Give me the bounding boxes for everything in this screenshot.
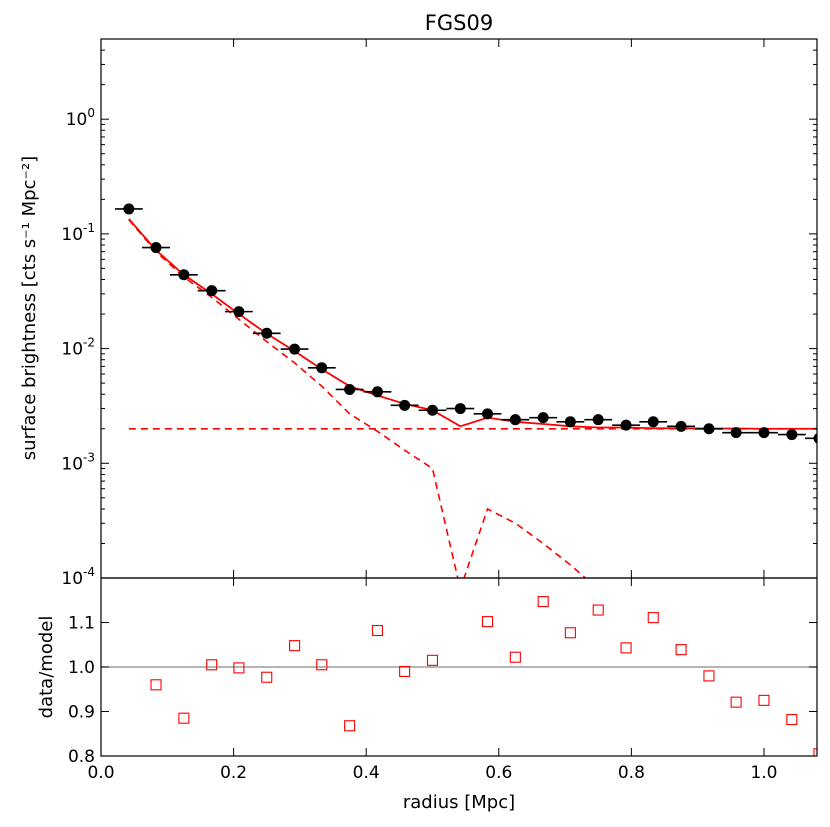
ratio-panel: 0.8 0.9 1.0 1.1 0.0 0.2 0.4 0.6 0.8 1.0 bbox=[68, 577, 818, 783]
ratio-point bbox=[150, 679, 162, 691]
ratio-point bbox=[316, 659, 328, 671]
ratio-point bbox=[289, 640, 301, 652]
data-point bbox=[178, 269, 190, 281]
ratio-point bbox=[206, 659, 218, 671]
data-point bbox=[399, 399, 411, 411]
ratio-point bbox=[261, 671, 273, 683]
data-point bbox=[454, 403, 466, 415]
chart-title: FGS09 bbox=[425, 11, 493, 35]
data-point bbox=[371, 386, 383, 398]
ratio-point bbox=[371, 624, 384, 637]
ratio-point bbox=[647, 612, 659, 624]
x-tick-label: 1.0 bbox=[750, 763, 777, 783]
total-model-line bbox=[128, 218, 817, 430]
ratio-point bbox=[233, 662, 245, 674]
y-tick-label: 10-1 bbox=[61, 221, 95, 245]
data-point bbox=[647, 416, 659, 428]
data-point bbox=[730, 427, 742, 439]
ratio-point bbox=[178, 712, 190, 724]
ratio-point bbox=[426, 654, 439, 666]
ratio-point bbox=[344, 720, 356, 732]
y-tick-label: 10-2 bbox=[61, 336, 95, 360]
top-panel-frame bbox=[100, 38, 818, 579]
ratio-y-tick-label: 0.8 bbox=[68, 747, 95, 767]
ratio-point bbox=[509, 651, 521, 663]
data-point bbox=[233, 306, 245, 318]
ratio-point bbox=[481, 616, 494, 628]
data-point bbox=[150, 242, 162, 254]
ratio-point bbox=[786, 713, 798, 726]
x-tick-label: 0.8 bbox=[618, 763, 645, 783]
ratio-point bbox=[620, 642, 632, 654]
data-point bbox=[426, 404, 438, 416]
data-point bbox=[123, 203, 135, 215]
data-point bbox=[758, 427, 770, 439]
cluster-dashed-line bbox=[128, 219, 587, 578]
bottom-y-axis-label: data/model bbox=[36, 616, 57, 719]
data-point bbox=[813, 433, 817, 444]
y-tick-label: 10-4 bbox=[61, 565, 95, 589]
ratio-point bbox=[758, 694, 770, 706]
ratio-point bbox=[592, 604, 604, 616]
bottom-plot-area bbox=[101, 596, 817, 756]
y-tick-label: 10-3 bbox=[61, 450, 95, 474]
x-axis-label: radius [Mpc] bbox=[403, 792, 515, 813]
data-point bbox=[289, 343, 301, 355]
ratio-point bbox=[564, 627, 576, 639]
data-point bbox=[206, 285, 218, 297]
ratio-point bbox=[399, 665, 411, 678]
ratio-y-tick-label: 1.1 bbox=[68, 614, 95, 634]
x-tick-label: 0.0 bbox=[87, 763, 114, 783]
y-tick-label: 100 bbox=[66, 106, 95, 130]
data-point bbox=[620, 419, 632, 431]
x-tick-label: 0.4 bbox=[353, 763, 380, 783]
ratio-point bbox=[730, 696, 742, 708]
top-plot-area bbox=[114, 203, 817, 578]
data-point bbox=[592, 414, 604, 426]
data-point bbox=[675, 420, 687, 432]
data-point bbox=[537, 412, 549, 424]
data-point bbox=[564, 416, 576, 428]
surface-brightness-panel: 10-4 10-3 10-2 10-1 100 bbox=[61, 38, 818, 589]
ratio-y-tick-label: 0.9 bbox=[68, 703, 95, 723]
top-y-axis-label: surface brightness [cts s⁻¹ Mpc⁻²] bbox=[19, 156, 40, 460]
data-point bbox=[344, 383, 356, 395]
ratio-y-tick-label: 1.0 bbox=[68, 658, 95, 678]
data-point bbox=[261, 327, 273, 339]
data-point bbox=[703, 423, 715, 435]
x-tick-label: 0.2 bbox=[220, 763, 247, 783]
data-point bbox=[509, 414, 521, 426]
ratio-point bbox=[813, 748, 817, 756]
data-point bbox=[786, 429, 798, 441]
ratio-point bbox=[537, 596, 549, 608]
data-point bbox=[482, 408, 494, 420]
ratio-point bbox=[675, 644, 687, 656]
x-tick-label: 0.6 bbox=[485, 763, 512, 783]
ratio-point bbox=[703, 670, 715, 682]
data-point bbox=[316, 362, 328, 374]
